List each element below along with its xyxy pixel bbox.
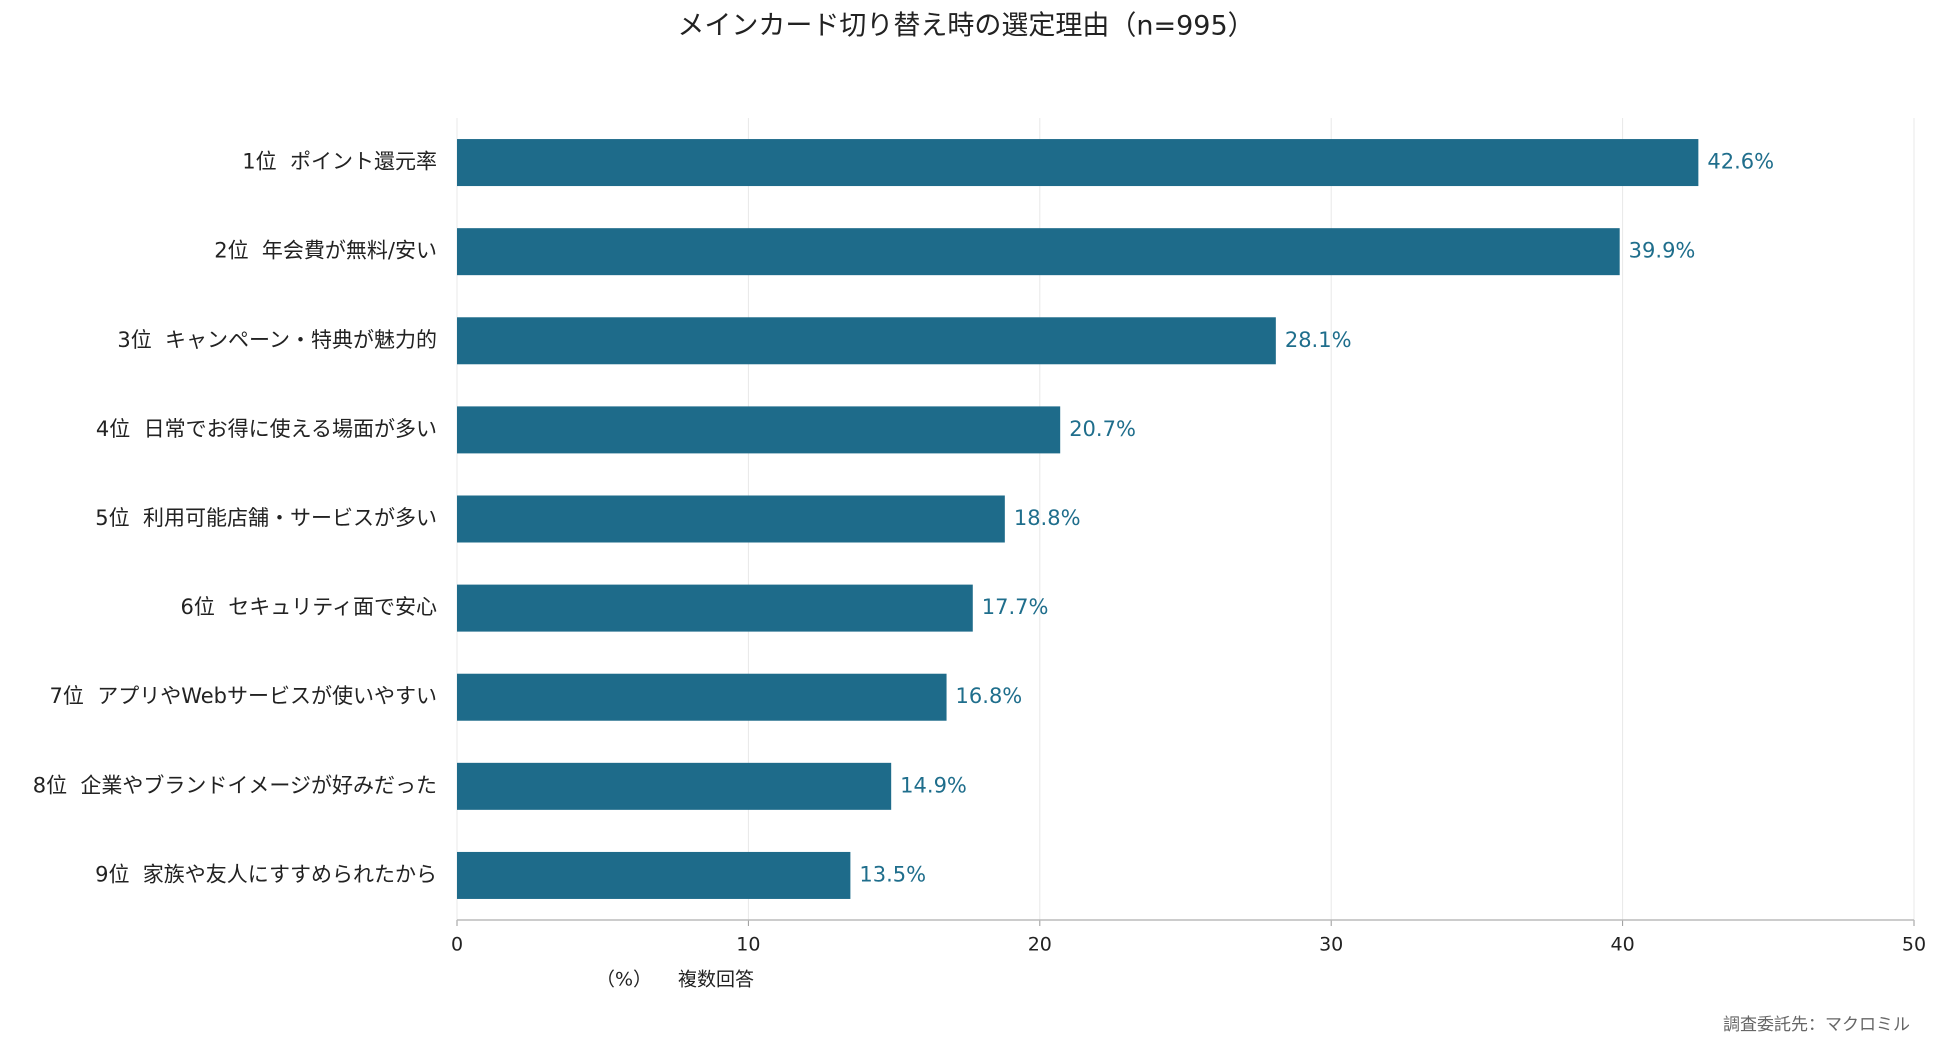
data-label: 42.6% (1707, 150, 1774, 174)
data-label: 39.9% (1629, 239, 1696, 263)
x-tick-label: 20 (1028, 934, 1052, 956)
bar (457, 317, 1276, 365)
bar (457, 584, 973, 632)
data-label: 16.8% (956, 684, 1023, 708)
x-tick-label: 30 (1319, 934, 1343, 956)
data-label: 13.5% (859, 862, 926, 886)
bar (457, 228, 1620, 276)
y-tick-label: 3位 キャンペーン・特典が魅力的 (117, 328, 437, 352)
x-axis-label: （%） (596, 969, 652, 991)
bar (457, 495, 1005, 543)
bar (457, 406, 1061, 454)
x-tick-label: 50 (1902, 934, 1926, 956)
bar (457, 851, 851, 899)
chart-title: メインカード切り替え時の選定理由（n=995） (677, 11, 1254, 42)
data-label: 17.7% (982, 595, 1049, 619)
y-tick-label: 1位 ポイント還元率 (242, 150, 437, 174)
y-tick-label: 5位 利用可能店舗・サービスが多い (95, 506, 437, 530)
data-label: 28.1% (1285, 328, 1352, 352)
y-tick-label: 6位 セキュリティ面で安心 (181, 595, 437, 619)
data-label: 14.9% (900, 773, 967, 797)
y-tick-label: 9位 家族や友人にすすめられたから (95, 862, 437, 886)
y-tick-label: 8位 企業やブランドイメージが好みだった (33, 773, 437, 797)
bar (457, 762, 892, 810)
bar (457, 673, 947, 721)
source: 調査委託先：マクロミル (1723, 1015, 1910, 1035)
y-tick-label: 4位 日常でお得に使える場面が多い (96, 417, 437, 441)
x-tick-label: 40 (1611, 934, 1635, 956)
y-tick-label: 7位 アプリやWebサービスが使いやすい (50, 684, 438, 708)
note: 複数回答 (678, 969, 754, 991)
x-tick-label: 10 (736, 934, 760, 956)
x-tick-label: 0 (451, 934, 463, 956)
y-tick-label: 2位 年会費が無料/安い (214, 239, 437, 263)
bar (457, 139, 1699, 187)
data-label: 18.8% (1014, 506, 1081, 530)
data-label: 20.7% (1069, 417, 1136, 441)
